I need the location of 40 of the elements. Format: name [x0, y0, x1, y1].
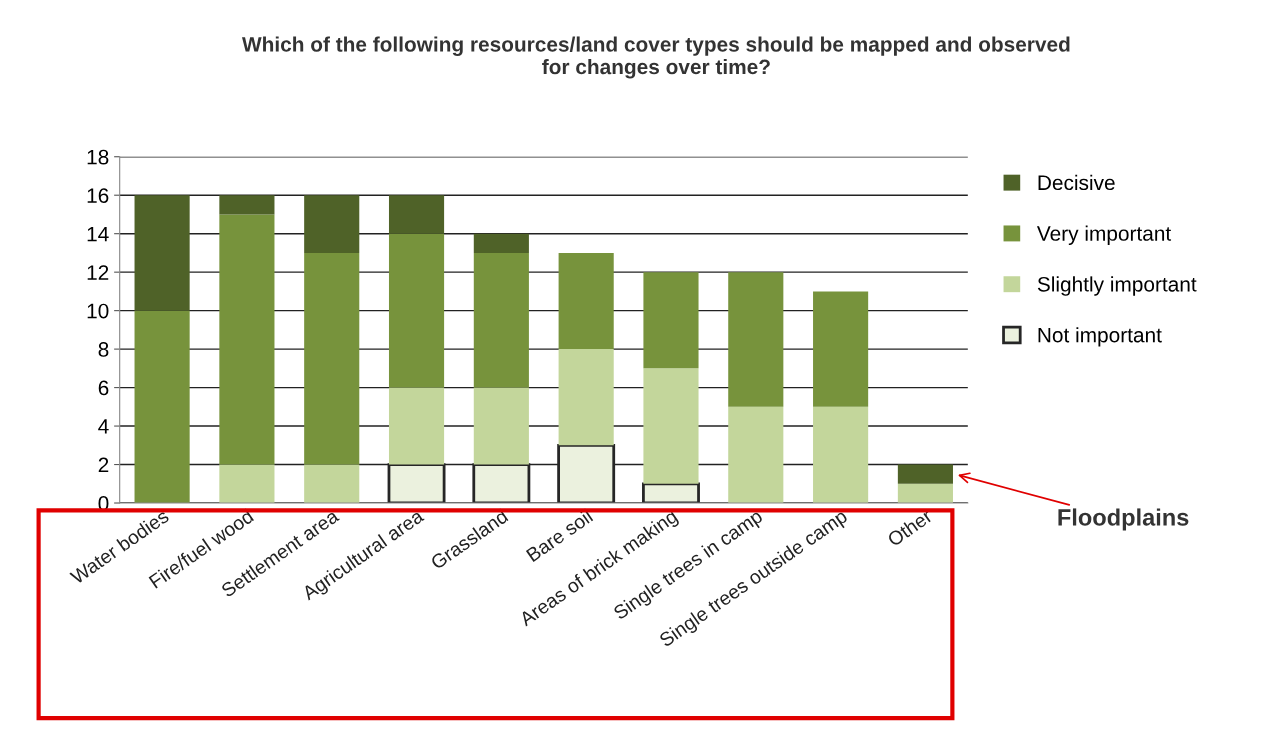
legend-label: Very important — [1036, 225, 1172, 245]
bar — [643, 368, 699, 484]
bar — [728, 406, 784, 504]
y-tick-label: 2 — [98, 457, 109, 473]
bar — [134, 310, 190, 504]
y-tick-label: 14 — [87, 226, 109, 242]
bar — [897, 483, 953, 504]
bar — [304, 195, 360, 253]
bar — [473, 233, 529, 253]
text: Floodplains — [1058, 508, 1189, 531]
bar — [388, 387, 445, 465]
bar — [473, 252, 529, 388]
bar — [558, 349, 614, 446]
bar — [388, 233, 445, 388]
legend-label: Slightly important — [1037, 276, 1197, 296]
y-tick-label: 18 — [87, 149, 109, 165]
y-tick-label: 8 — [98, 342, 109, 357]
y-tick-label: 16 — [87, 188, 109, 203]
y-tick-label: 4 — [98, 419, 109, 434]
legend-label: Decisive — [1038, 174, 1115, 191]
bar — [134, 195, 190, 311]
chart-title: Which of the following resources/land cover types should be mapped and observed for changes over time? — [242, 36, 1070, 79]
bar — [304, 464, 360, 504]
y-tick-label: 12 — [87, 265, 109, 280]
bar — [813, 291, 869, 407]
bar — [304, 252, 360, 465]
bar — [813, 406, 869, 504]
legend-label: Not important — [1038, 327, 1162, 347]
y-tick-label: 6 — [98, 380, 109, 396]
bar — [728, 272, 784, 407]
bar — [219, 214, 275, 465]
y-tick-label: 10 — [87, 303, 109, 319]
bar — [219, 464, 275, 504]
bar — [473, 387, 529, 465]
bar — [388, 195, 445, 234]
x-tick-label: Other — [886, 508, 934, 547]
bar — [219, 195, 275, 215]
bar — [558, 252, 614, 350]
bar — [643, 272, 699, 369]
bar — [897, 464, 953, 484]
